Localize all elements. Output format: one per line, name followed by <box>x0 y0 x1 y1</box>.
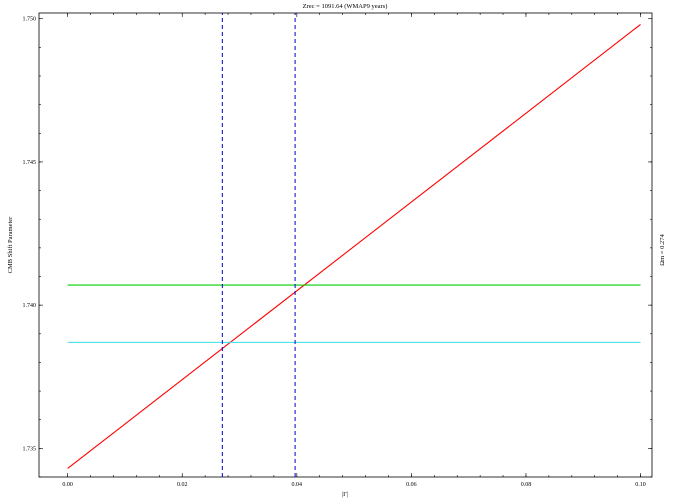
x-axis-ticks: 0.00 0.02 0.04 0.06 0.08 0.10 <box>62 13 646 488</box>
y-tick-label: 1.735 <box>23 446 37 452</box>
series-line-1 <box>67 24 641 469</box>
x-axis-label: |Γ| <box>342 491 348 498</box>
x-tick-label: 0.00 <box>62 482 73 488</box>
series-layer <box>67 13 641 477</box>
plot-frame <box>38 12 653 478</box>
x-tick-label: 0.02 <box>177 482 188 488</box>
right-axis-label: Ωm = 0.274 <box>659 234 666 266</box>
y-axis-label: CMB Shift Parameter <box>7 216 14 274</box>
y-tick-label: 1.745 <box>23 160 37 166</box>
y-tick-label: 1.750 <box>23 17 37 23</box>
x-tick-label: 0.10 <box>635 482 646 488</box>
x-tick-label: 0.08 <box>521 482 532 488</box>
y-tick-label: 1.740 <box>23 303 37 309</box>
x-tick-label: 0.06 <box>406 482 417 488</box>
chart-title: Zrec = 1091.64 (WMAP9 years) <box>303 3 388 10</box>
y-axis-ticks: 1.735 1.740 1.745 1.750 <box>23 17 652 478</box>
x-tick-label: 0.04 <box>292 482 303 488</box>
